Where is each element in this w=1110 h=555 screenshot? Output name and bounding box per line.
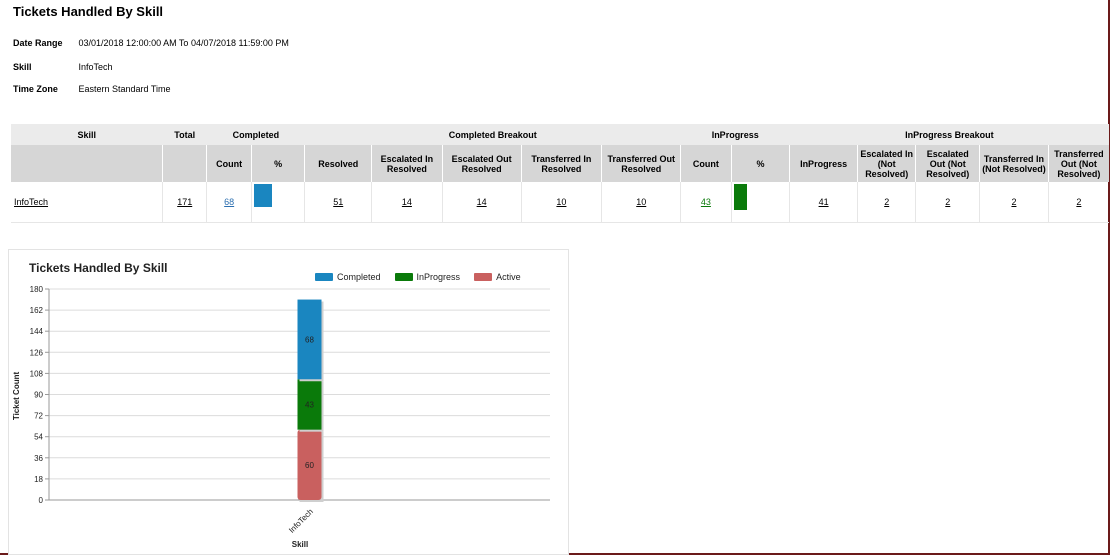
param-value: Eastern Standard Time	[78, 84, 171, 94]
escalated-out-resolved-link[interactable]: 14	[476, 197, 487, 207]
inprogress-link[interactable]: 41	[818, 197, 829, 207]
subheader-inprogress-pct: %	[730, 145, 790, 182]
param-time-zone: Time Zone Eastern Standard Time	[13, 84, 171, 94]
subheader-completed-pct: %	[250, 145, 305, 182]
header-completed: Completed	[206, 124, 305, 145]
y-axis-label: Ticket Count	[12, 372, 21, 421]
subheader-completed-count: Count	[206, 145, 252, 182]
bar-segment-active	[297, 429, 322, 500]
inprogress-pct-bar	[733, 184, 747, 210]
resolved-link[interactable]: 51	[333, 197, 344, 207]
legend-item-completed[interactable]: Completed	[315, 272, 381, 282]
y-tick-label: 108	[30, 369, 44, 378]
data-label: 43	[305, 400, 314, 409]
legend-label: Completed	[337, 272, 381, 282]
chart-legend: Completed InProgress Active	[315, 272, 521, 282]
chart-panel: 0 18 36 54 72 90 108 126 144 162 180 60 43 68 InfoTech…	[8, 249, 569, 555]
x-axis-label: Skill	[292, 540, 308, 549]
param-value: InfoTech	[78, 62, 113, 72]
legend-item-inprogress[interactable]: InProgress	[394, 272, 461, 282]
param-label: Date Range	[13, 38, 63, 48]
bar-segment-inprogress	[297, 379, 322, 430]
chart-title: Tickets Handled By Skill	[29, 261, 168, 275]
stacked-bar-chart: 0 18 36 54 72 90 108 126 144 162 180 60 43 68 InfoTech…	[12, 285, 550, 549]
transferred-out-resolved-link[interactable]: 10	[636, 197, 647, 207]
param-label: Skill	[13, 62, 32, 72]
escalated-in-not-resolved-link[interactable]: 2	[884, 197, 890, 207]
y-tick-label: 36	[34, 454, 43, 463]
table-row: InfoTech 171 68 51 14 14 10 10 43 41 2 2…	[11, 182, 1109, 223]
param-label: Time Zone	[13, 84, 58, 94]
subheader-blank	[11, 145, 163, 182]
transferred-in-resolved-link[interactable]: 10	[556, 197, 567, 207]
completed-pct-bar	[253, 184, 272, 207]
subheader-escalated-out-resolved: Escalated Out Resolved	[441, 145, 522, 182]
skill-summary-table: Skill Total Completed Completed Breakout…	[11, 124, 1109, 223]
y-tick-label: 54	[34, 433, 43, 442]
subheader-escalated-in-not-resolved: Escalated In (Not Resolved)	[856, 145, 916, 182]
param-date-range: Date Range 03/01/2018 12:00:00 AM To 04/…	[13, 38, 289, 48]
escalated-out-not-resolved-link[interactable]: 2	[945, 197, 951, 207]
subheader-blank	[161, 145, 207, 182]
param-value: 03/01/2018 12:00:00 AM To 04/07/2018 11:…	[78, 38, 289, 48]
header-inprogress: InProgress	[680, 124, 790, 145]
y-tick-label: 72	[34, 412, 43, 421]
bar-segment-completed	[297, 299, 322, 380]
data-label: 60	[305, 461, 314, 470]
completed-count-link[interactable]: 68	[224, 197, 235, 207]
subheader-transferred-out-resolved: Transferred Out Resolved	[601, 145, 681, 182]
subheader-escalated-out-not-resolved: Escalated Out (Not Resolved)	[915, 145, 980, 182]
subheader-transferred-out-not-resolved: Transferred Out (Not Resolved)	[1047, 145, 1109, 182]
y-tick-label: 90	[34, 391, 43, 400]
total-link[interactable]: 171	[177, 197, 193, 207]
escalated-in-resolved-link[interactable]: 14	[401, 197, 412, 207]
y-tick-label: 144	[30, 327, 44, 336]
y-tick-label: 126	[30, 348, 44, 357]
legend-swatch	[394, 273, 413, 281]
legend-label: InProgress	[416, 272, 461, 282]
legend-item-active[interactable]: Active	[474, 272, 521, 282]
transferred-in-not-resolved-link[interactable]: 2	[1011, 197, 1017, 207]
y-tick-label: 0	[39, 496, 44, 505]
header-completed-breakout: Completed Breakout	[304, 124, 681, 145]
y-tick-label: 162	[30, 306, 44, 315]
skill-link[interactable]: InfoTech	[14, 197, 49, 207]
y-tick-label: 18	[34, 475, 43, 484]
window-border-right	[1108, 0, 1110, 555]
transferred-out-not-resolved-link[interactable]: 2	[1076, 197, 1082, 207]
x-tick-label: InfoTech	[287, 507, 315, 535]
data-label: 68	[305, 335, 314, 344]
legend-label: Active	[496, 272, 521, 282]
subheader-resolved: Resolved	[304, 145, 372, 182]
subheader-transferred-in-resolved: Transferred In Resolved	[520, 145, 602, 182]
report-title: Tickets Handled By Skill	[13, 4, 164, 19]
y-tick-label: 180	[30, 285, 44, 294]
legend-swatch	[315, 273, 333, 281]
subheader-inprogress-count: Count	[680, 145, 732, 182]
subheader-inprogress: InProgress	[789, 145, 858, 182]
inprogress-count-link[interactable]: 43	[700, 197, 711, 207]
subheader-transferred-in-not-resolved: Transferred In (Not Resolved)	[979, 145, 1049, 182]
subheader-escalated-in-resolved: Escalated In Resolved	[371, 145, 443, 182]
legend-swatch	[474, 273, 493, 281]
header-total: Total	[162, 124, 207, 145]
header-inprogress-breakout: InProgress Breakout	[789, 124, 1109, 145]
param-skill: Skill InfoTech	[13, 62, 113, 72]
header-skill: Skill	[11, 124, 163, 145]
